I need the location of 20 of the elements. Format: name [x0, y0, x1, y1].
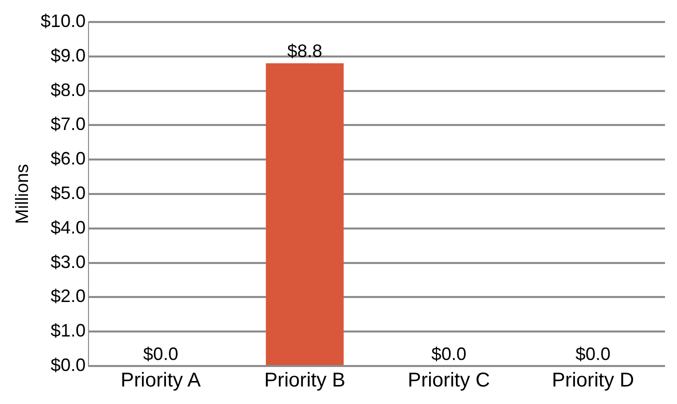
data-label: $8.8 — [287, 41, 322, 62]
y-tick-label: $1.0 — [50, 320, 86, 341]
y-tick-label: $3.0 — [50, 252, 86, 272]
x-tick-label: Priority B — [264, 370, 346, 392]
data-label: $0.0 — [431, 344, 466, 364]
y-tick-label: $9.0 — [50, 45, 86, 66]
y-axis-title: Millions — [12, 164, 32, 224]
x-tick-label: Priority A — [120, 370, 202, 392]
y-tick-label: $2.0 — [50, 286, 86, 306]
y-tick-label: $0.0 — [50, 354, 86, 375]
y-tick-label: $6.0 — [50, 148, 86, 169]
data-label: $0.0 — [143, 344, 178, 364]
x-tick-label: Priority C — [408, 370, 490, 392]
y-tick-label: $5.0 — [50, 182, 86, 203]
data-label: $0.0 — [575, 344, 610, 364]
y-tick-label: $8.0 — [50, 80, 86, 100]
y-tick-label: $4.0 — [50, 217, 86, 238]
x-tick-label: Priority D — [552, 370, 634, 392]
y-tick-label: $10.0 — [40, 10, 86, 31]
y-tick-label: $7.0 — [50, 114, 86, 134]
